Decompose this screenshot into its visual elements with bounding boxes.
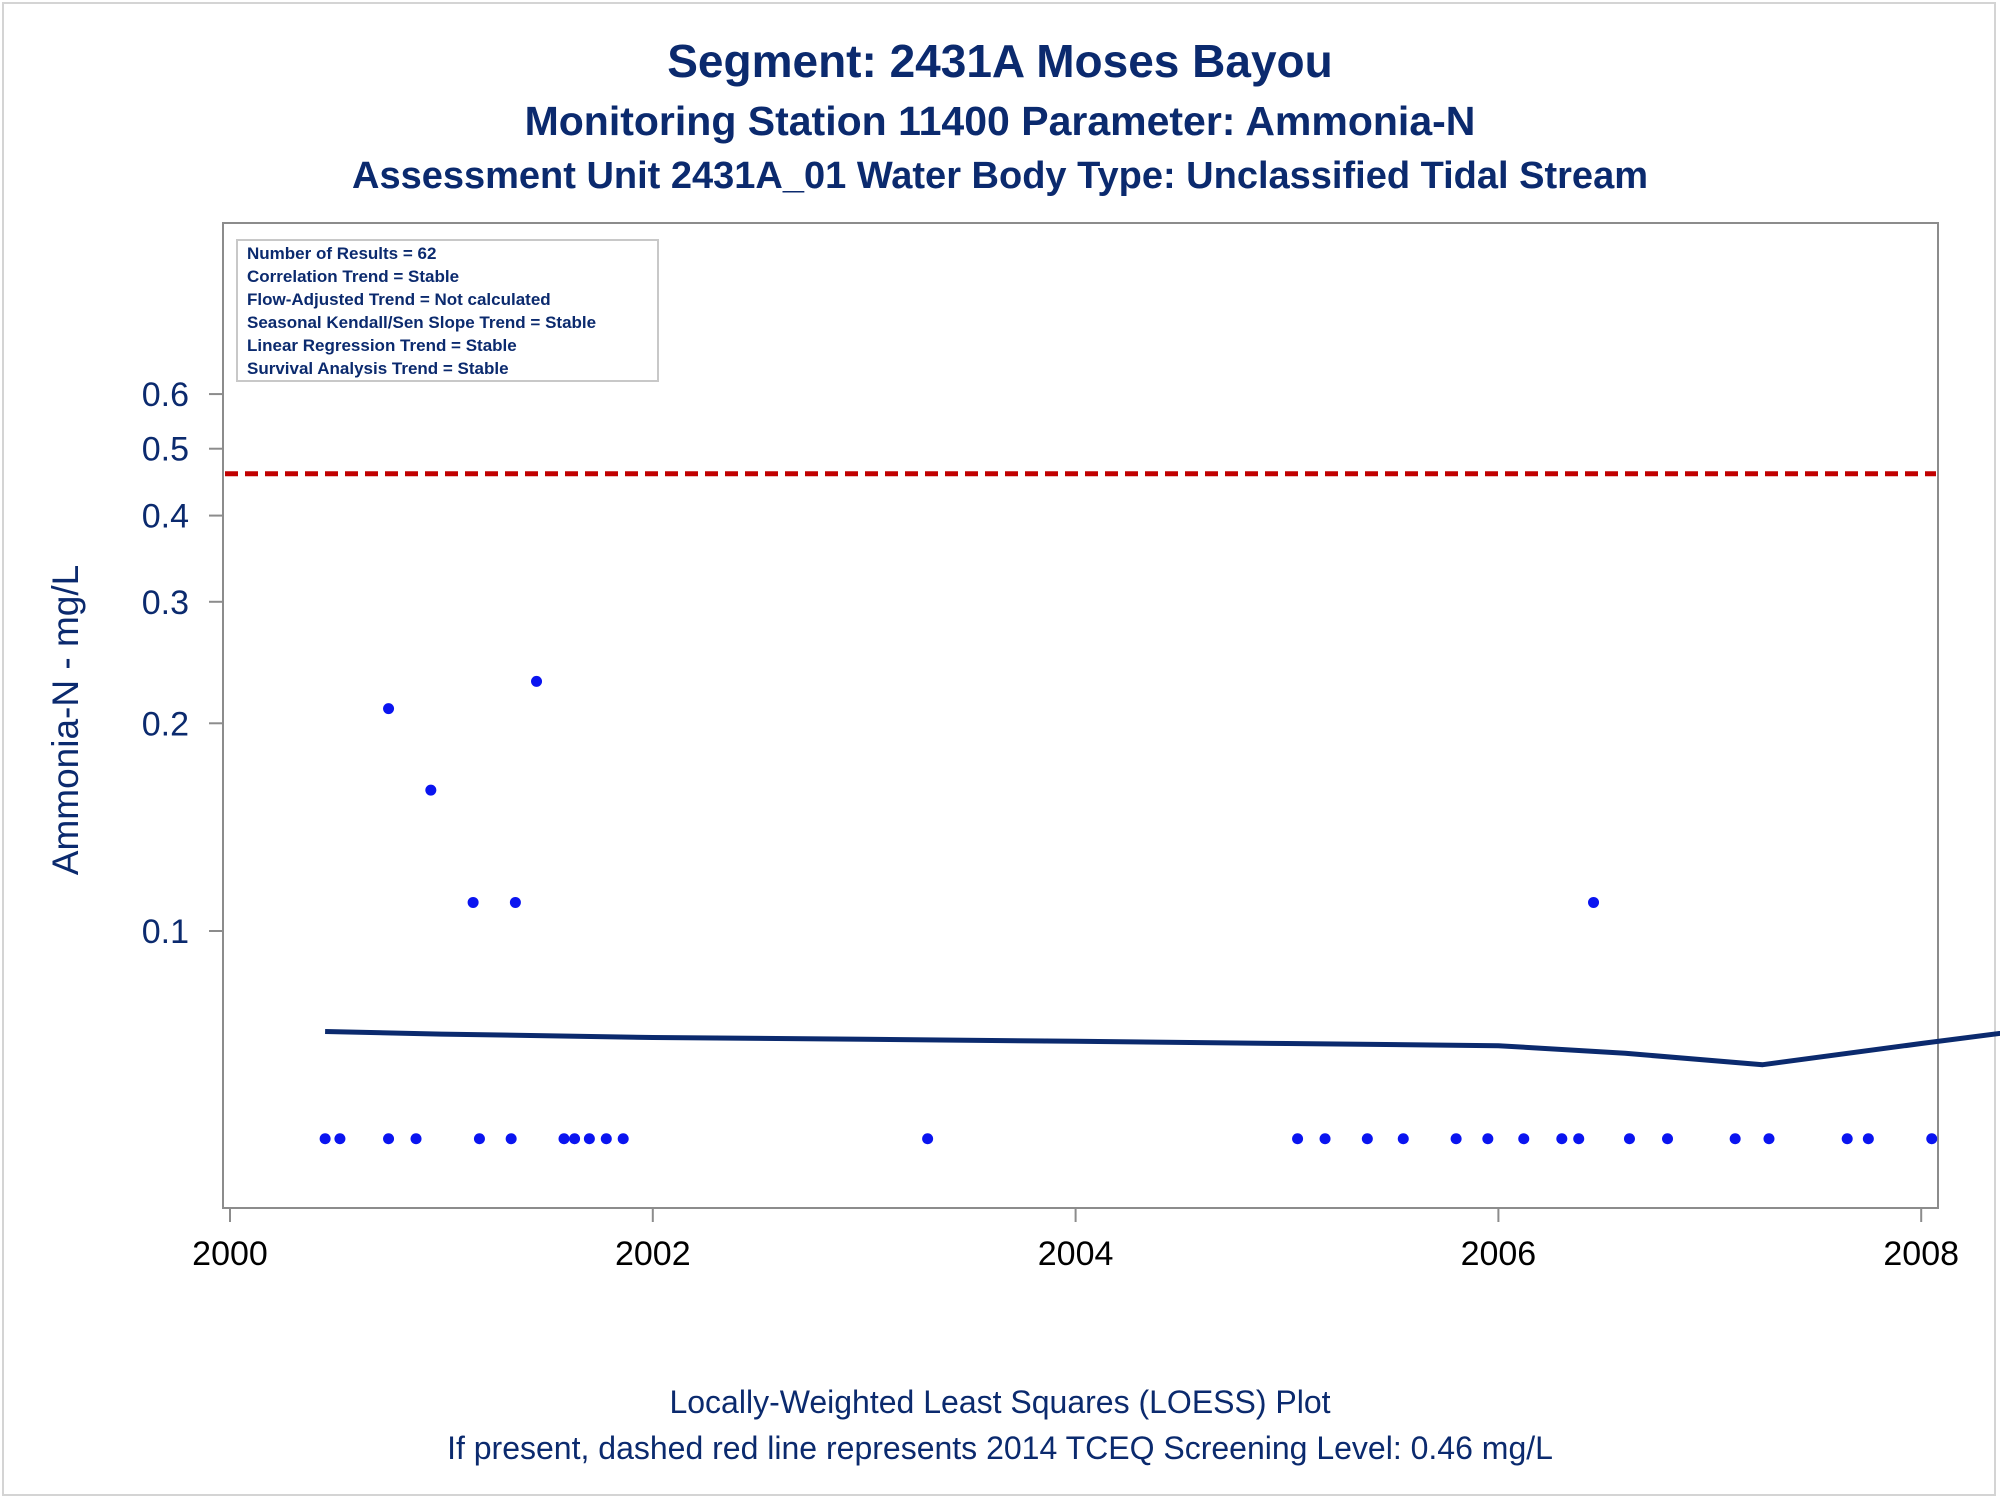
data-point: [1292, 1133, 1304, 1145]
y-tick-label: 0.2: [142, 705, 189, 743]
stats-box: [236, 239, 659, 382]
stats-line: Linear Regression Trend = Stable: [247, 336, 517, 355]
data-point: [922, 1133, 934, 1145]
data-point: [1763, 1133, 1775, 1145]
data-point: [383, 1133, 395, 1145]
x-tick-label: 2006: [1461, 1235, 1537, 1273]
data-point: [467, 896, 479, 908]
x-tick-label: 2008: [1883, 1235, 1959, 1273]
stats-line: Correlation Trend = Stable: [247, 267, 459, 286]
data-point: [410, 1133, 422, 1145]
data-point: [334, 1133, 346, 1145]
data-point: [1841, 1133, 1853, 1145]
data-point: [600, 1133, 612, 1145]
x-tick-label: 2000: [192, 1235, 268, 1273]
data-point: [425, 784, 437, 796]
data-point: [1482, 1133, 1494, 1145]
x-tick-label: 2002: [615, 1235, 691, 1273]
data-point: [569, 1133, 581, 1145]
footnote-screening: If present, dashed red line represents 2…: [447, 1430, 1553, 1466]
data-point: [1588, 896, 1600, 908]
data-point: [1397, 1133, 1409, 1145]
data-point: [319, 1133, 331, 1145]
data-point: [1926, 1133, 1938, 1145]
data-point: [473, 1133, 485, 1145]
chart-subtitle-assessment: Assessment Unit 2431A_01 Water Body Type…: [352, 155, 1648, 197]
loess-trend-line: [325, 1029, 2000, 1068]
data-point: [558, 1133, 570, 1145]
y-tick-label: 0.4: [142, 498, 189, 536]
data-point: [505, 1133, 517, 1145]
y-axis-label: Ammonia-N - mg/L: [45, 565, 86, 875]
data-point: [1623, 1133, 1635, 1145]
data-point: [1450, 1133, 1462, 1145]
data-point: [383, 703, 395, 715]
stats-line: Number of Results = 62: [247, 244, 436, 263]
data-point: [1729, 1133, 1741, 1145]
data-point: [1556, 1133, 1568, 1145]
data-point: [531, 675, 543, 687]
chart-subtitle-station: Monitoring Station 11400 Parameter: Ammo…: [524, 98, 1476, 144]
data-point: [1862, 1133, 1874, 1145]
y-tick-label: 0.1: [142, 913, 189, 951]
chart-title: Segment: 2431A Moses Bayou: [667, 35, 1333, 87]
data-point: [1662, 1133, 1674, 1145]
plot-border: [222, 222, 1939, 1209]
y-tick-label: 0.5: [142, 431, 189, 469]
data-point: [1319, 1133, 1331, 1145]
plot-area: 2000200220042006200820102012201420160.10…: [45, 222, 2000, 1273]
stats-line: Seasonal Kendall/Sen Slope Trend = Stabl…: [247, 313, 596, 332]
y-tick-label: 0.3: [142, 584, 189, 622]
stats-line: Flow-Adjusted Trend = Not calculated: [247, 290, 551, 309]
data-point: [1573, 1133, 1585, 1145]
x-tick-label: 2004: [1038, 1235, 1114, 1273]
data-point: [1361, 1133, 1373, 1145]
y-tick-label: 0.6: [142, 376, 189, 414]
footnote-loess: Locally-Weighted Least Squares (LOESS) P…: [669, 1384, 1331, 1420]
data-point: [509, 896, 521, 908]
data-point: [1518, 1133, 1530, 1145]
data-point: [583, 1133, 595, 1145]
data-point: [617, 1133, 629, 1145]
stats-line: Survival Analysis Trend = Stable: [247, 359, 509, 378]
